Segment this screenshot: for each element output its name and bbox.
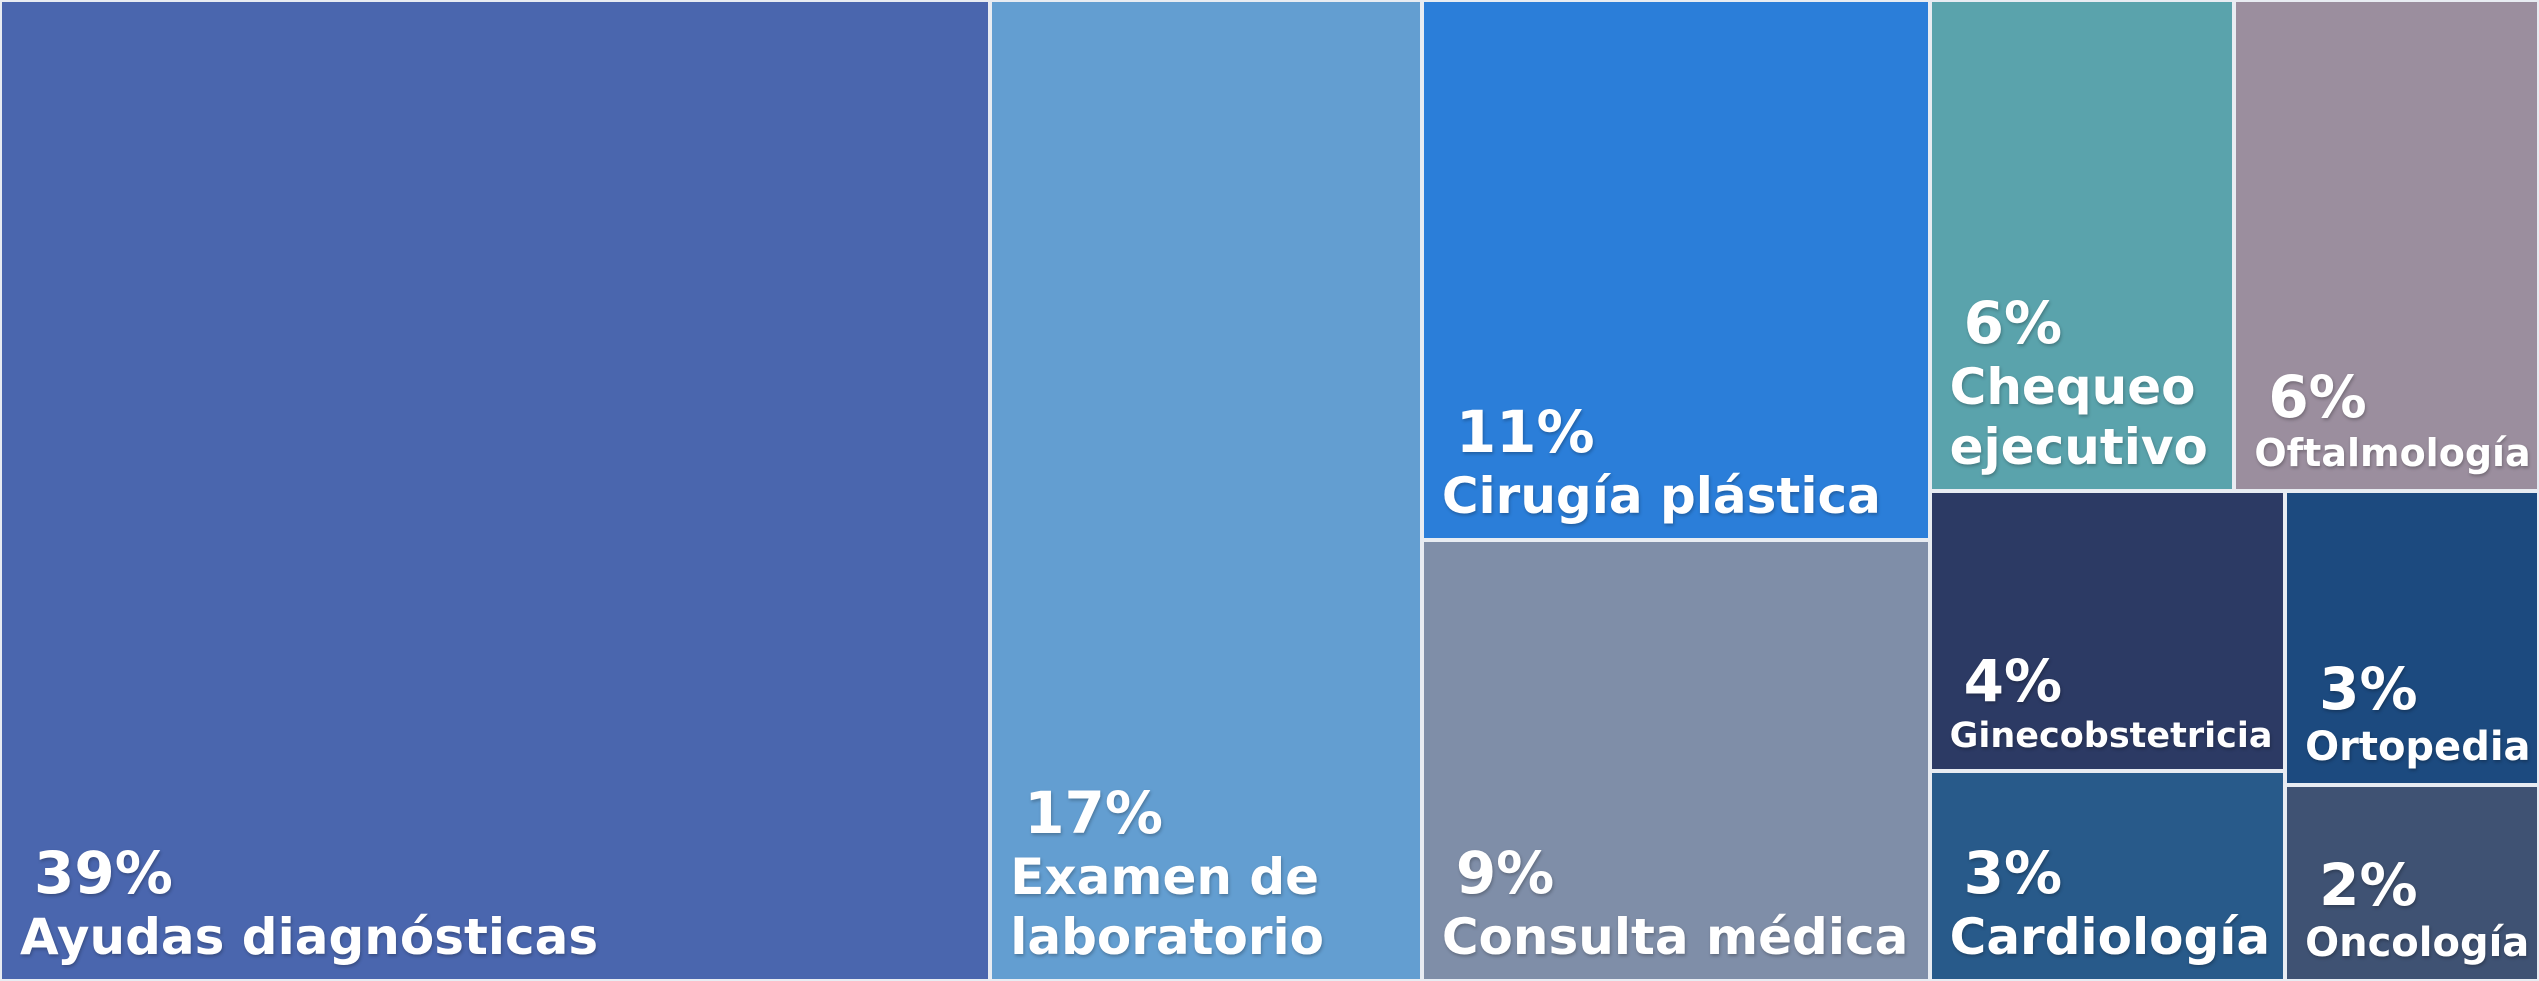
category-label: Oncología — [2305, 919, 2530, 966]
cell-label: 3% Cardiología — [1950, 840, 2277, 967]
value-label: 39% — [34, 839, 173, 908]
category-label: Ginecobstetricia — [1949, 715, 2273, 756]
cell-label: 3% Ortopedia — [2305, 656, 2531, 771]
value-label: 9% — [1455, 839, 1555, 908]
treemap-cell: 3% Cardiología — [1929, 770, 2286, 981]
value-label: 3% — [1963, 839, 2063, 908]
value-label: 17% — [1024, 779, 1164, 848]
cell-label: 39% Ayudas diagnósticas — [20, 840, 982, 967]
category-label: Oftalmología — [2254, 430, 2531, 475]
category-label: Cirugía plástica — [1441, 466, 1881, 525]
category-label: Chequeo ejecutivo — [1949, 357, 2208, 476]
treemap-cell: 2% Oncología — [2285, 784, 2539, 981]
treemap-cell: 17% Examen de laboratorio — [990, 0, 1422, 981]
treemap-cell: 11% Cirugía plástica — [1421, 0, 1930, 540]
cell-label: 2% Oncología — [2305, 852, 2531, 967]
value-label: 6% — [2268, 363, 2367, 432]
value-label: 4% — [1963, 647, 2063, 716]
cell-label: 6% Chequeo ejecutivo — [1950, 290, 2227, 477]
treemap-cell: 4% Ginecobstetricia — [1929, 490, 2286, 771]
category-label: Cardiología — [1949, 907, 2271, 966]
category-label: Consulta médica — [1441, 907, 1909, 966]
category-label: Examen de laboratorio — [1010, 848, 1325, 966]
category-label: Ortopedia — [2305, 723, 2531, 770]
value-label: 3% — [2319, 655, 2418, 724]
cell-label: 11% Cirugía plástica — [1442, 399, 1922, 526]
cell-label: 4% Ginecobstetricia — [1950, 648, 2277, 757]
treemap-cell: 39% Ayudas diagnósticas — [0, 0, 991, 981]
value-label: 11% — [1455, 397, 1595, 466]
cell-label: 6% Oftalmología — [2254, 364, 2531, 476]
treemap-cell: 6% Oftalmología — [2234, 0, 2539, 491]
category-label: Ayudas diagnósticas — [20, 908, 599, 966]
cell-label: 9% Consulta médica — [1442, 840, 1922, 967]
treemap-cell: 3% Ortopedia — [2285, 490, 2539, 785]
treemap-cell: 6% Chequeo ejecutivo — [1929, 0, 2235, 491]
cell-label: 17% Examen de laboratorio — [1010, 780, 1414, 967]
treemap-cell: 9% Consulta médica — [1421, 539, 1930, 981]
value-label: 6% — [1963, 288, 2063, 357]
value-label: 2% — [2319, 851, 2418, 920]
